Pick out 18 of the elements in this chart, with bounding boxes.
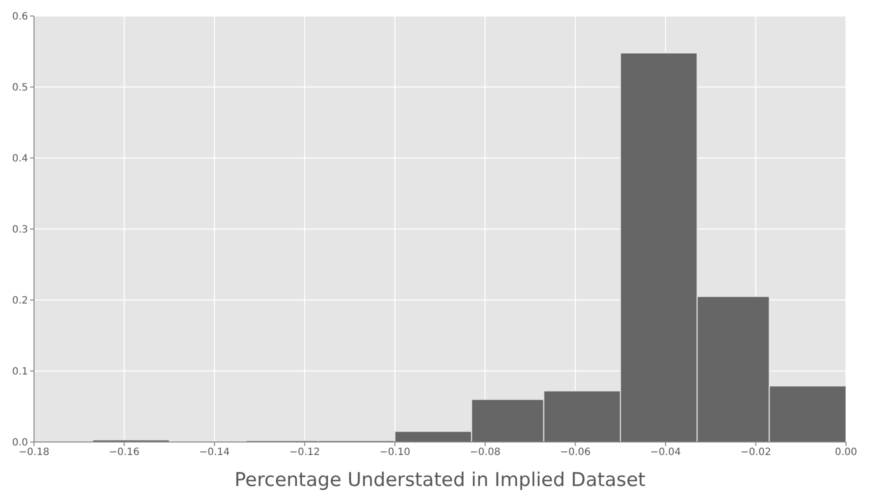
x-axis-title: Percentage Understated in Implied Dataset <box>234 469 646 491</box>
x-tick-label: 0.00 <box>834 447 858 458</box>
y-tick-label: 0.4 <box>12 154 28 165</box>
x-tick-label: −0.12 <box>289 447 320 458</box>
x-tick-label: −0.18 <box>18 447 50 458</box>
y-tick-label: 0.0 <box>12 438 28 449</box>
x-tick-label: −0.10 <box>380 447 410 458</box>
x-tick-label: −0.16 <box>108 447 140 458</box>
x-tick-label: −0.02 <box>740 447 772 458</box>
y-tick-label: 0.3 <box>12 224 28 236</box>
x-tick-label: −0.06 <box>560 447 591 458</box>
x-tick-label: −0.08 <box>470 447 500 458</box>
x-tick-label: −0.14 <box>199 447 230 458</box>
y-tick-label: 0.6 <box>12 12 28 23</box>
y-tick-label: 0.5 <box>12 82 28 94</box>
y-tick-label: 0.2 <box>12 296 28 307</box>
y-tick-label: 0.1 <box>12 366 28 378</box>
x-tick-label: −0.04 <box>650 447 681 458</box>
